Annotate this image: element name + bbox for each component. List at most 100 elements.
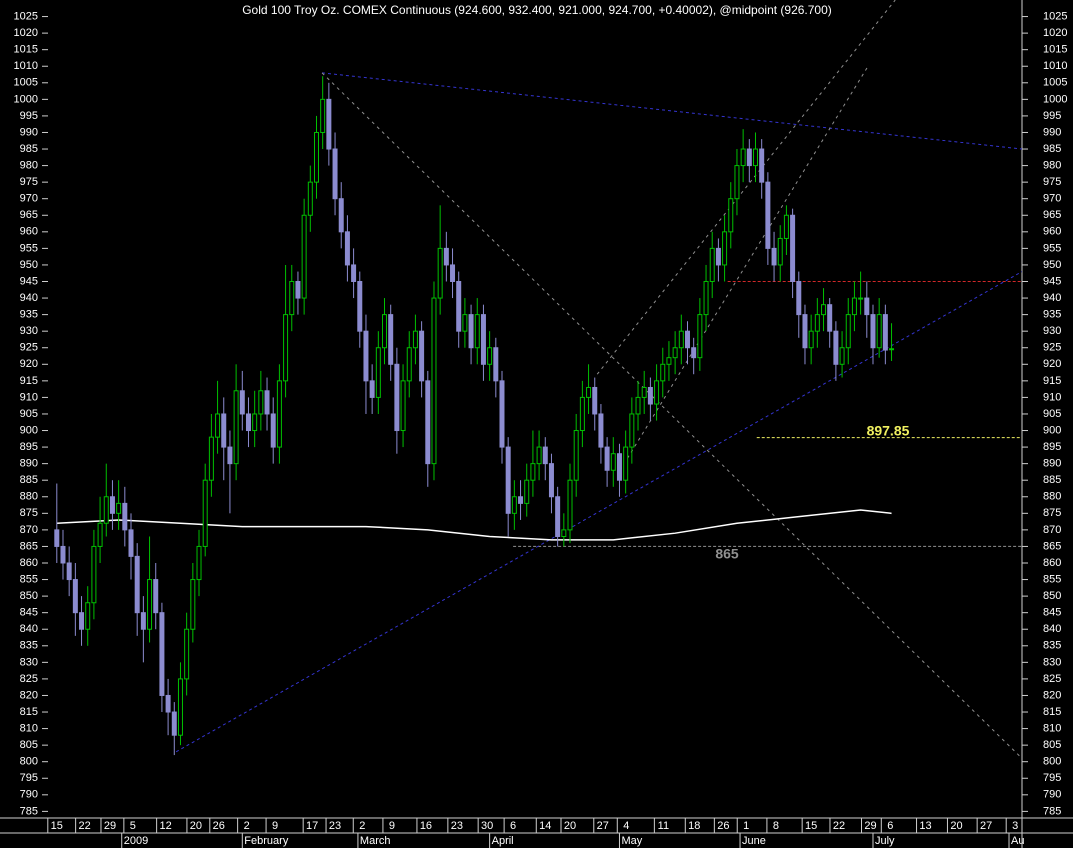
y-tick-label: 880 [1043,491,1061,503]
candle-body [264,390,270,415]
candle-body [777,237,783,266]
y-tick-label: 875 [1043,507,1061,519]
x-tick-label: 5 [130,820,136,832]
candle-body [289,280,295,316]
x-tick-label: 6 [510,820,516,832]
y-tick-label: 925 [1043,342,1061,354]
x-tick-label: 13 [919,820,931,832]
x-tick-label: 20 [564,820,576,832]
candle-body [419,330,425,382]
y-tick-label: 865 [20,540,38,552]
x-tick-label: 18 [688,820,700,832]
y-tick-label: 935 [20,309,38,321]
candle-body [450,264,456,282]
candle-body [821,304,827,316]
candle-body [518,496,524,504]
candle-body [499,380,505,448]
candle-body [159,612,165,696]
candle-body [586,386,592,398]
y-tick-label: 800 [20,756,38,768]
x-tick-label: 26 [717,820,729,832]
y-tick-label: 805 [20,739,38,751]
candle-body [654,380,660,405]
y-tick-label: 980 [1043,159,1061,171]
candle-body [889,348,895,351]
y-tick-label: 860 [1043,557,1061,569]
candle-body [338,198,344,233]
candle-body [140,612,146,630]
y-tick-label: 830 [20,656,38,668]
x-tick-label: 11 [658,820,669,832]
candle-body [270,413,276,448]
candle-body [598,413,604,448]
candle-body [363,330,369,382]
candle-body [425,380,431,465]
candle-body [382,314,388,349]
candle-body [400,380,406,432]
y-tick-label: 1015 [1043,44,1067,56]
y-tick-label: 860 [20,557,38,569]
y-tick-label: 825 [1043,673,1061,685]
x-tick-label: 8 [773,820,779,832]
trendline [596,0,896,375]
candle-body [753,148,759,167]
y-tick-label: 1020 [1043,27,1067,39]
y-tick-label: 905 [1043,408,1061,420]
y-tick-label: 790 [1043,789,1061,801]
candle-body [740,148,746,167]
x-tick-label: 20 [950,820,962,832]
candle-body [845,314,851,349]
candle-body [530,463,536,481]
y-tick-label: 785 [1043,805,1061,817]
candle-body [629,413,635,448]
candle-body [320,98,326,133]
y-tick-label: 980 [20,159,38,171]
y-tick-label: 885 [20,474,38,486]
candle-body [394,363,400,432]
y-tick-label: 920 [1043,358,1061,370]
trendline [619,65,869,471]
y-tick-label: 995 [20,110,38,122]
x-tick-label: 6 [887,820,893,832]
y-tick-label: 1005 [1043,77,1067,89]
x-tick-label: 20 [190,820,202,832]
candle-body [548,463,554,498]
candle-body [691,347,697,359]
candle-body [122,502,128,531]
y-tick-label: 890 [20,458,38,470]
candle-body [684,330,690,349]
y-tick-label: 975 [1043,176,1061,188]
y-tick-label: 915 [1043,375,1061,387]
y-tick-label: 950 [1043,259,1061,271]
x-tick-label: 15 [805,820,817,832]
candle-body [79,612,85,630]
candle-body [313,131,319,183]
y-tick-label: 840 [1043,623,1061,635]
y-tick-label: 945 [1043,275,1061,287]
candle-body [116,502,122,514]
candle-body [759,148,765,183]
x-tick-label: 27 [980,820,992,832]
candle-body [85,602,91,630]
candle-body [579,396,585,432]
y-tick-label: 850 [20,590,38,602]
candle-body [72,579,78,614]
y-tick-label: 910 [1043,391,1061,403]
y-tick-label: 915 [20,375,38,387]
candle-body [647,386,653,405]
candle-body [283,314,289,382]
candle-body [221,413,227,448]
x-tick-label: 29 [104,820,116,832]
y-tick-label: 965 [20,209,38,221]
y-tick-label: 845 [20,607,38,619]
candle-body [357,280,363,332]
candle-body [555,496,561,538]
y-tick-label: 950 [20,259,38,271]
y-tick-label: 870 [1043,524,1061,536]
y-tick-label: 1025 [1043,10,1067,22]
candle-body [103,496,109,524]
candle-body [814,314,820,332]
candle-body [697,314,703,359]
